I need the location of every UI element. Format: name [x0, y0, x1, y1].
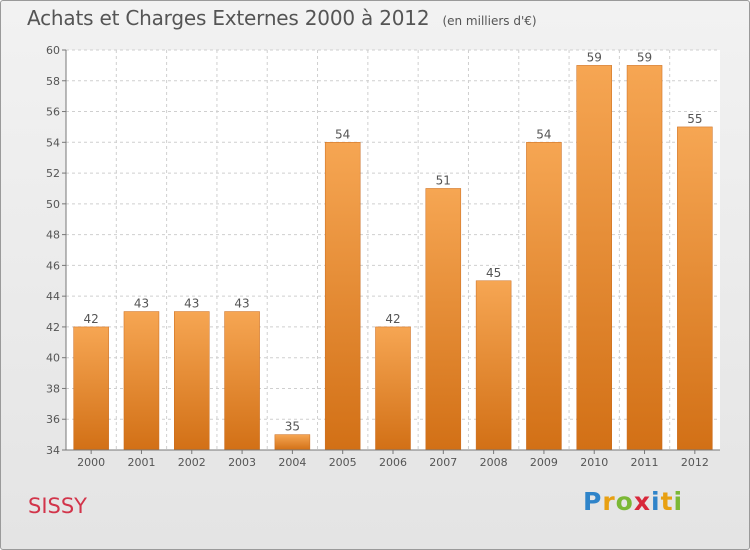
data-label: 55: [687, 112, 702, 126]
x-tick-label: 2007: [429, 456, 457, 469]
data-label: 59: [587, 50, 602, 64]
title-row: Achats et Charges Externes 2000 à 2012 (…: [27, 6, 537, 30]
x-tick-label: 2010: [580, 456, 608, 469]
logo-letter: i: [651, 487, 661, 516]
logo-letter: t: [660, 487, 674, 516]
y-tick-label: 46: [46, 259, 60, 272]
x-tick-label: 2009: [530, 456, 558, 469]
data-label: 51: [436, 173, 451, 187]
logo-letter: r: [602, 487, 616, 516]
bar: [174, 311, 210, 451]
bar: [526, 142, 562, 451]
logo-letter: P: [583, 487, 603, 516]
logo-letter: o: [615, 487, 634, 516]
bar: [73, 326, 109, 451]
x-tick-label: 2002: [178, 456, 206, 469]
axes: 34 36 38 40 42 44 46 48 50 52 54 56 58 60 2000 2001 2002…: [46, 44, 720, 469]
x-tick-label: 2000: [77, 456, 105, 469]
bar: [224, 311, 260, 451]
x-tick-label: 2008: [480, 456, 508, 469]
proxiti-logo: Proxiti: [583, 487, 683, 516]
x-tick-label: 2011: [631, 456, 659, 469]
bar: [274, 434, 311, 451]
data-label: 45: [486, 266, 501, 280]
bar: [425, 188, 462, 451]
bar: [576, 65, 612, 451]
y-tick-label: 56: [46, 106, 60, 119]
chart-subtitle: (en milliers d'€): [442, 14, 537, 28]
x-tick-label: 2003: [228, 456, 256, 469]
x-tick-label: 2006: [379, 456, 407, 469]
y-tick-label: 42: [46, 321, 60, 334]
y-tick-label: 36: [46, 413, 60, 426]
y-tick-label: 38: [46, 382, 60, 395]
y-tick-label: 52: [46, 167, 60, 180]
y-tick-label: 54: [46, 136, 60, 149]
data-label: 59: [637, 50, 652, 64]
y-tick-label: 48: [46, 229, 60, 242]
chart-title: Achats et Charges Externes 2000 à 2012: [27, 6, 430, 30]
bar: [626, 65, 663, 451]
data-label: 42: [385, 312, 400, 326]
x-tick-label: 2004: [278, 456, 306, 469]
data-label: 43: [234, 297, 249, 311]
logo-letter: i: [673, 487, 684, 516]
data-label: 43: [184, 297, 199, 311]
y-tick-label: 44: [46, 290, 60, 303]
bar: [123, 311, 160, 451]
logo-letter: x: [633, 487, 651, 516]
bar: [677, 126, 713, 451]
data-label: 43: [134, 297, 149, 311]
bar: [475, 280, 512, 451]
bar: [324, 142, 361, 451]
data-label: 54: [335, 127, 350, 141]
data-label: 35: [285, 420, 300, 434]
x-tick-label: 2001: [127, 456, 155, 469]
y-tick-label: 50: [46, 198, 60, 211]
x-tick-label: 2012: [681, 456, 709, 469]
commune-name: SISSY: [28, 494, 88, 518]
y-tick-label: 40: [46, 352, 60, 365]
x-tick-label: 2005: [329, 456, 357, 469]
y-tick-label: 58: [46, 75, 60, 88]
bar: [375, 326, 411, 451]
y-tick-label: 60: [46, 44, 60, 57]
y-tick-label: 34: [46, 444, 60, 457]
data-label: 42: [84, 312, 99, 326]
data-label: 54: [536, 127, 551, 141]
bars: 42 43 43 43 35 54 42 51 45 54 59 59 55: [73, 50, 713, 451]
